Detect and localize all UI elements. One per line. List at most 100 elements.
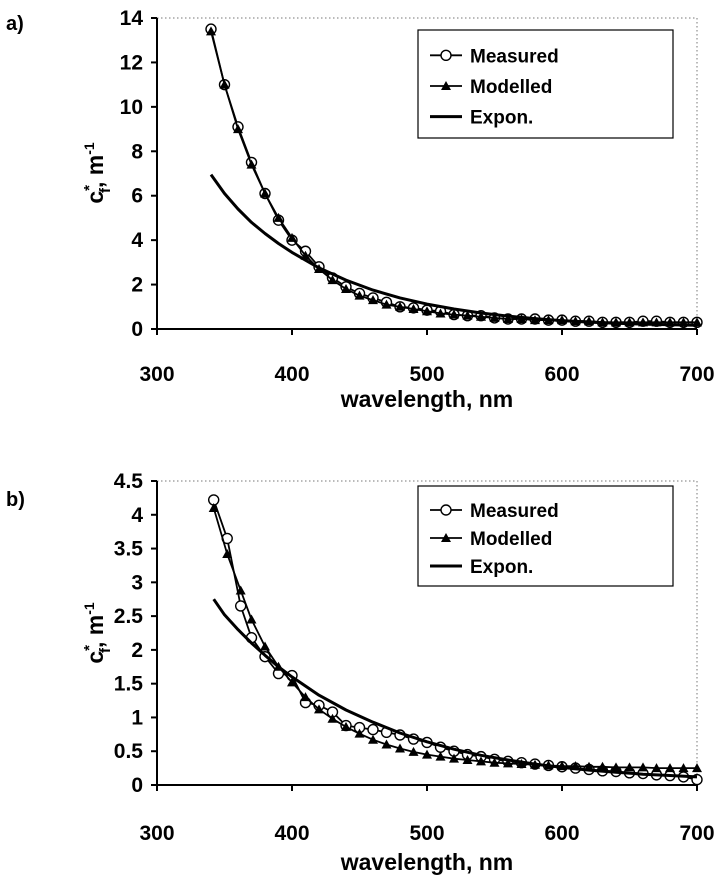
data-point [260,188,270,198]
data-point [678,763,689,773]
data-point [395,301,405,311]
data-point [408,746,419,756]
legend-label: Modelled [470,529,552,550]
data-point [449,753,459,763]
x-axis-label: wavelength, nm [340,849,514,875]
data-point [638,762,648,772]
legend-label: Modelled [470,77,552,98]
series-line [209,173,698,327]
y-tick-label: 2.5 [114,605,144,628]
x-tick-label: 400 [274,363,309,386]
data-point [395,743,405,753]
x-tick-label: 400 [274,822,309,845]
y-tick-label: 6 [131,185,143,208]
data-point [476,311,486,321]
data-point [235,585,246,595]
data-point [462,310,473,320]
legend-swatch-marker [441,533,451,542]
y-axis-label: c*f, m-1 [81,602,114,664]
chart-panel-1: a) 300 400 500 600 700 0 2 4 6 8 10 12 14 wavelength, … [6,7,715,412]
legend-label: Measured [470,501,559,522]
x-tick-label: 500 [409,822,444,845]
y-tick-label: 12 [120,51,143,74]
data-point [449,309,459,319]
data-point [354,290,365,300]
series-expon [212,598,698,779]
data-point [273,212,284,222]
y-tick-label: 1.5 [114,673,144,696]
y-tick-label: 0.5 [114,740,144,763]
data-point [503,314,513,324]
data-point [611,762,621,772]
data-point [408,304,419,314]
data-point [208,503,219,513]
data-point [314,704,324,714]
x-tick-label: 500 [409,363,444,386]
data-point [246,159,257,169]
x-tick-label: 600 [544,363,579,386]
data-point [462,755,473,765]
data-point [341,721,351,731]
data-point [341,284,351,294]
data-point [489,757,500,767]
data-point [503,758,513,768]
data-point [233,124,243,134]
legend-label: Expon. [470,108,533,129]
y-tick-label: 10 [120,96,143,119]
chart-panel-2: b) 300 400 500 600 700 0 0.5 1 1.5 2 2.5 3 3.5 4 4.5 wav… [6,470,715,875]
legend-box [417,29,674,139]
data-point [287,677,297,687]
legend-swatch-marker [441,81,451,90]
y-tick-label: 4 [131,229,143,252]
series-line [212,598,698,779]
legend-label: Measured [470,46,559,67]
data-point [260,641,270,651]
x-tick-label: 700 [679,822,714,845]
data-point [476,756,486,766]
x-tick-label: 700 [679,363,714,386]
data-point [624,762,635,772]
legend-swatch-marker [440,504,452,516]
x-tick-label: 600 [544,822,579,845]
y-tick-label: 1 [131,706,143,729]
y-tick-label: 8 [131,140,143,163]
data-point [300,692,311,702]
data-point [435,308,446,318]
y-tick-label: 2 [131,274,143,297]
data-point [422,749,432,759]
y-tick-label: 0 [131,774,143,797]
legend: Measured Modelled Expon. [417,29,674,139]
x-tick-label: 300 [139,363,174,386]
legend: Measured Modelled Expon. [417,485,674,587]
data-point [597,761,608,771]
data-point [651,763,662,773]
y-tick-label: 0 [131,318,143,341]
data-point [327,713,338,723]
panel-label: a) [6,13,24,35]
legend-label: Expon. [470,557,533,578]
data-point [381,299,392,309]
x-tick-label: 300 [139,822,174,845]
data-point [368,295,378,305]
y-tick-label: 4 [131,504,143,527]
x-axis-label: wavelength, nm [340,386,514,412]
data-point [354,728,365,738]
y-axis-label: c*f, m-1 [81,142,114,204]
data-point [206,26,216,36]
data-point [234,600,247,612]
legend-box [417,485,674,587]
panel-label: b) [6,489,25,511]
y-tick-label: 4.5 [114,470,144,493]
data-point [489,312,500,322]
data-point [665,763,675,773]
y-tick-label: 3.5 [114,538,144,561]
data-point [246,614,257,624]
y-tick-label: 14 [120,7,144,30]
data-point [327,275,338,285]
data-point [367,723,379,736]
y-tick-label: 3 [131,571,143,594]
data-point [422,306,432,316]
y-tick-label: 2 [131,639,143,662]
data-point [435,751,446,761]
